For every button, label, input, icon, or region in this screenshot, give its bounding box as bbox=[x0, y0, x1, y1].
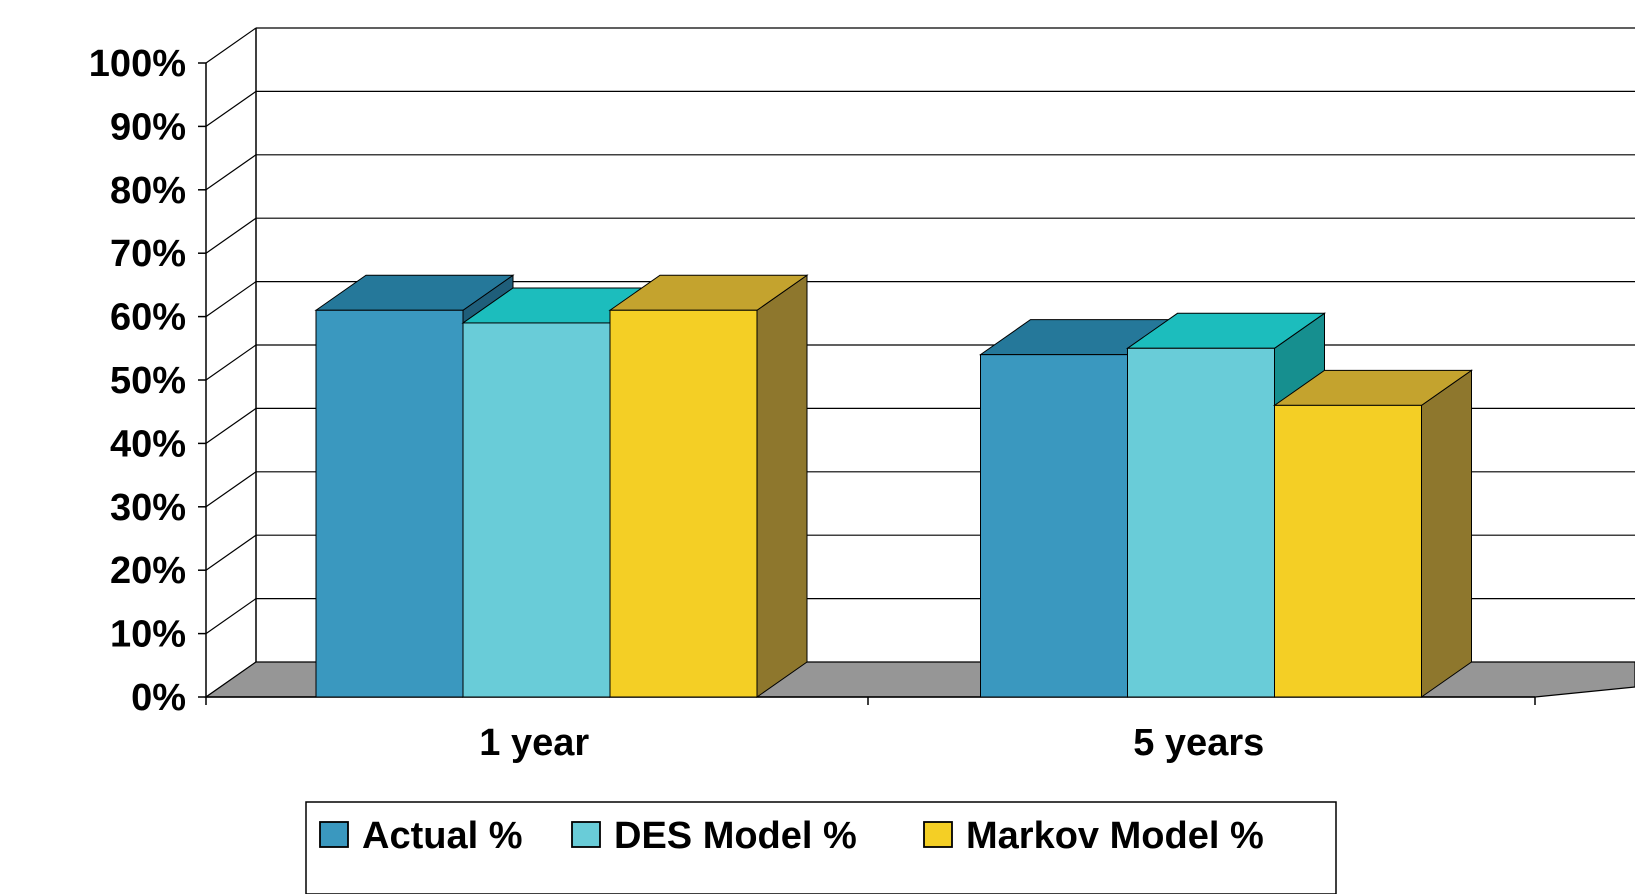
gridline-left-wall bbox=[205, 217, 257, 254]
x-category-label: 1 year bbox=[479, 722, 589, 764]
x-category-label: 5 years bbox=[1133, 722, 1264, 764]
gridline-left-wall bbox=[205, 407, 257, 444]
y-tick-label: 70% bbox=[110, 233, 186, 275]
legend-item: Markov Model % bbox=[923, 815, 1264, 857]
y-tick-label: 10% bbox=[110, 614, 186, 656]
legend-swatch bbox=[571, 821, 601, 848]
legend-label: DES Model % bbox=[614, 815, 857, 857]
y-tick-label: 20% bbox=[110, 550, 186, 592]
x-axis-labels: 1 year 5 years bbox=[479, 722, 1264, 764]
legend-label: Actual % bbox=[362, 815, 522, 857]
gridline-left-wall bbox=[205, 344, 257, 381]
bar-side bbox=[756, 274, 808, 698]
bar-front bbox=[315, 309, 464, 698]
legend-swatch bbox=[923, 821, 953, 848]
legend: Actual % DES Model % Markov Model % bbox=[305, 801, 1337, 894]
gridline-left-wall bbox=[205, 598, 257, 635]
bar-front bbox=[1127, 347, 1275, 698]
y-tick-label: 100% bbox=[89, 43, 186, 85]
legend-swatch bbox=[319, 821, 349, 848]
bar-front bbox=[980, 354, 1128, 698]
legend-item: Actual % bbox=[319, 815, 522, 857]
gridline-left-wall bbox=[205, 154, 257, 191]
bar-front bbox=[609, 309, 758, 698]
y-tick-label: 90% bbox=[110, 106, 186, 148]
y-tick-label: 60% bbox=[110, 297, 186, 339]
gridline-left-wall bbox=[205, 281, 257, 318]
y-axis: 0% 10% 20% 30% 40% 50% 60% 70% 80% 90% 100% bbox=[89, 43, 207, 719]
y-tick-label: 40% bbox=[110, 423, 186, 465]
y-tick-label: 80% bbox=[110, 170, 186, 212]
legend-box bbox=[305, 801, 1337, 894]
bar-front bbox=[1274, 404, 1422, 698]
gridline-left-wall bbox=[205, 534, 257, 571]
legend-label: Markov Model % bbox=[966, 815, 1264, 857]
bar bbox=[608, 274, 809, 698]
bar bbox=[1272, 369, 1474, 698]
y-tick-label: 50% bbox=[110, 360, 186, 402]
bars bbox=[314, 274, 1474, 698]
legend-item: DES Model % bbox=[571, 815, 857, 857]
y-tick-label: 30% bbox=[110, 487, 186, 529]
gridline-left-wall bbox=[205, 90, 257, 127]
bar-side bbox=[1421, 369, 1472, 698]
y-tick-label: 0% bbox=[131, 677, 186, 719]
bar-front bbox=[462, 322, 611, 698]
gridline-left-wall bbox=[205, 27, 257, 64]
gridline-left-wall bbox=[205, 471, 257, 508]
